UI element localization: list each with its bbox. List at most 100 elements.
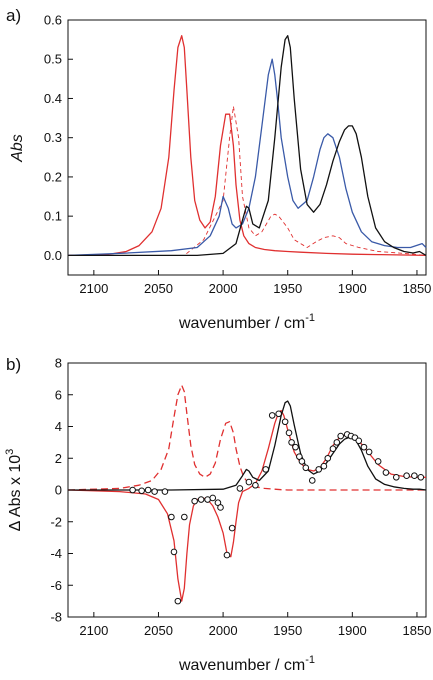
panel-b-data-point (151, 488, 158, 495)
panel-b-data-point (320, 462, 328, 470)
panel-b-data-point (392, 474, 400, 481)
panel-b-y-axis-title-sup: 3 (4, 449, 16, 455)
panel-b-data-point (161, 488, 169, 495)
panel-b-y-tick-label: -4 (50, 546, 62, 561)
panel-a-y-tick-label: 0.2 (44, 169, 62, 184)
panel-b-data-point (324, 454, 332, 462)
panel-b-data-point (252, 481, 259, 489)
panel-a-y-axis-title: Abs (9, 134, 26, 163)
panel-b-data-point (262, 466, 270, 473)
panel-b-data-point (209, 494, 217, 502)
panel-b-y-tick-label: -8 (50, 610, 62, 625)
panel-b-data-point (302, 464, 310, 472)
panel-b-y-axis-title-main: Δ Abs x 10 (7, 455, 24, 532)
panel-b-data-point (285, 429, 293, 437)
panel-a-x-axis-title-sup: -1 (305, 312, 315, 324)
panel-b-data-point (417, 474, 425, 481)
panel-b-data-point (292, 443, 299, 451)
panel-b-data-point (275, 410, 282, 418)
panel-b-x-axis-title-sup: -1 (305, 654, 315, 666)
panel-a-x-axis-title: wavenumber / cm-1 (178, 312, 315, 332)
panel-b-data-point (374, 458, 382, 465)
panel-b-data-point (355, 437, 363, 445)
panel-b-x-tick-label: 2100 (79, 623, 108, 638)
panel-a-label: a) (6, 6, 21, 25)
panel-b-x-axis-title: wavenumber / cm-1 (178, 654, 315, 674)
panel-b-data-point (298, 458, 306, 465)
panel-b-series-line-1 (67, 384, 426, 491)
panel-b-data-point (268, 412, 276, 419)
panel-a-series-line-1 (67, 35, 427, 257)
panel-b-label: b) (6, 355, 21, 374)
panel-a-plot-frame (67, 19, 427, 276)
panel-b-y-tick-label: 2 (55, 451, 62, 466)
panel-b-data-point (228, 524, 236, 532)
panel-b-data-point (217, 504, 224, 511)
panel-b-data-point (365, 448, 373, 456)
panel-b-data-point (168, 513, 175, 521)
panel-b-y-tick-label: -2 (50, 514, 62, 529)
panel-a-y-tick-label: 0.3 (44, 130, 62, 145)
panel-b-y-tick-label: 6 (55, 387, 62, 402)
panel-b-y-tick-label: -6 (50, 578, 62, 593)
panel-b: b) -8 -6 -4 -2 0 2 4 6 8 2100 2050 2000 1950 1900 185… (4, 355, 431, 674)
panel-a-x-ticks: 2100 2050 2000 1950 1900 1850 (79, 270, 431, 296)
panel-a-y-ticks: 0.0 0.1 0.2 0.3 0.4 0.5 0.6 (44, 13, 73, 263)
panel-b-data-point (288, 439, 295, 446)
panel-b-data-point (308, 477, 316, 484)
panel-a-y-tick-label: 0.5 (44, 52, 62, 67)
panel-b-data-point (382, 469, 390, 476)
panel-a-y-tick-label: 0.6 (44, 13, 62, 28)
panel-a-x-tick-label: 1850 (402, 281, 431, 296)
panel-b-x-tick-label: 1850 (402, 623, 431, 638)
panel-b-data-point (403, 472, 410, 480)
panel-b-y-ticks: -8 -6 -4 -2 0 2 4 6 8 (50, 356, 73, 625)
panel-b-x-tick-label: 2050 (144, 623, 173, 638)
panel-b-series (67, 384, 427, 602)
panel-b-x-tick-label: 2000 (209, 623, 238, 638)
panel-b-data-point (245, 478, 253, 486)
panel-a-x-tick-label: 2050 (144, 281, 173, 296)
panel-b-x-tick-label: 1950 (273, 623, 302, 638)
panel-b-series-line-2 (67, 409, 426, 602)
panel-b-x-axis-title-main: wavenumber / cm (178, 657, 305, 674)
panel-b-data-point (197, 496, 205, 503)
panel-b-markers (129, 410, 425, 605)
panel-b-data-point (174, 597, 182, 605)
panel-b-data-point (315, 466, 323, 473)
panel-a: a) 0.0 0.1 0.2 0.3 0.4 0.5 0.6 2100 2050 2000 195… (6, 6, 431, 332)
panel-b-data-point (281, 418, 289, 426)
panel-b-data-point (360, 443, 368, 451)
panel-b-data-point (191, 497, 198, 505)
panel-a-series-line-4 (68, 35, 427, 257)
panel-b-x-tick-label: 1900 (338, 623, 367, 638)
panel-b-y-tick-label: 4 (55, 419, 62, 434)
panel-b-series-line-3 (68, 400, 427, 491)
panel-b-data-point (223, 551, 231, 559)
panel-a-series (67, 35, 427, 257)
panel-b-y-tick-label: 8 (55, 356, 62, 371)
panel-a-x-tick-label: 2100 (79, 281, 108, 296)
panel-a-y-tick-label: 0.0 (44, 248, 62, 263)
panel-a-x-tick-label: 1900 (338, 281, 367, 296)
panel-b-data-point (337, 432, 345, 440)
panel-b-data-point (170, 548, 178, 556)
panel-b-data-point (129, 486, 136, 494)
panel-b-data-point (138, 487, 145, 495)
panel-a-series-line-2 (68, 105, 427, 256)
panel-a-y-tick-label: 0.1 (44, 209, 62, 224)
panel-a-y-tick-label: 0.4 (44, 91, 62, 106)
panel-b-y-tick-label: 0 (55, 483, 62, 498)
panel-b-data-point (181, 513, 188, 521)
panel-b-data-point (236, 485, 244, 492)
panel-a-x-tick-label: 2000 (209, 281, 238, 296)
panel-a-series-line-3 (67, 58, 427, 257)
panel-b-data-point (333, 439, 341, 446)
panel-b-data-point (144, 486, 152, 494)
panel-b-data-point (329, 445, 337, 453)
panel-b-data-point (411, 472, 418, 480)
panel-a-x-tick-label: 1950 (273, 281, 302, 296)
panel-b-y-axis-title: Δ Abs x 103 (4, 449, 24, 532)
panel-b-x-ticks: 2100 2050 2000 1950 1900 1850 (79, 612, 431, 638)
